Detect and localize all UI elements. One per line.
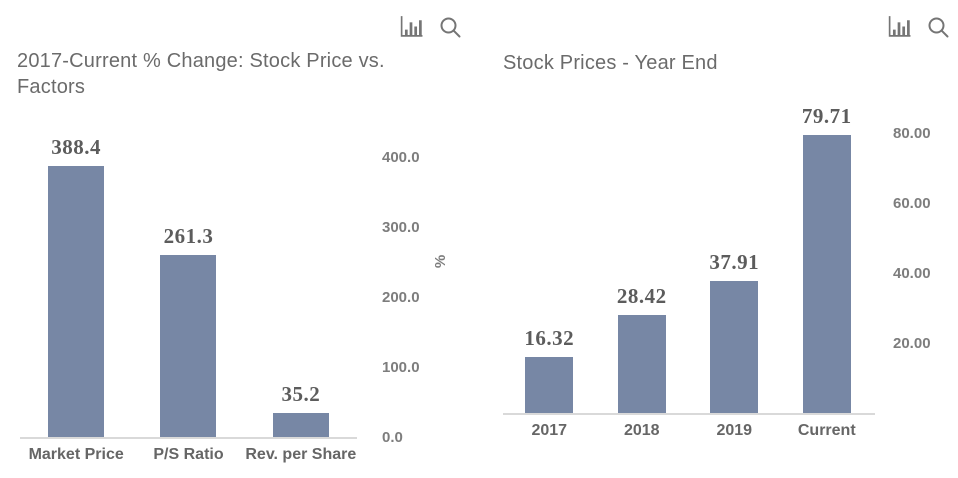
zoom-icon[interactable] bbox=[438, 15, 462, 39]
category-label: 2017 bbox=[531, 422, 568, 439]
y-tick-label: 60.00 bbox=[893, 195, 931, 212]
bar-column: 388.4 bbox=[20, 135, 132, 438]
data-label: 79.71 bbox=[801, 104, 852, 128]
bar-chart-icon[interactable] bbox=[885, 14, 913, 39]
zoom-icon[interactable] bbox=[926, 15, 950, 39]
data-label: 28.42 bbox=[616, 284, 667, 308]
y-tick-label: 100.0 bbox=[382, 359, 420, 376]
y-axis-title: % bbox=[432, 254, 450, 269]
bar-column: 261.3 bbox=[132, 224, 244, 438]
chart-card-stock-prices: Stock Prices - Year End 16.32 28.42 37.9 bbox=[480, 0, 958, 478]
x-axis-line bbox=[503, 413, 875, 415]
y-tick-label: 200.0 bbox=[382, 289, 420, 306]
category-label: Current bbox=[797, 422, 856, 439]
y-tick-label: 400.0 bbox=[382, 149, 420, 166]
bar-current[interactable] bbox=[802, 135, 851, 414]
bar-market-price[interactable] bbox=[48, 166, 105, 438]
plot-area: 388.4 261.3 35.2 Market Price P/S Ratio Rev.… bbox=[0, 0, 470, 478]
bar-column: 28.42 bbox=[596, 284, 689, 414]
data-label: 388.4 bbox=[51, 135, 102, 159]
category-label: Market Price bbox=[28, 446, 124, 463]
value-axis: 0.0 100.0 200.0 300.0 400.0 bbox=[382, 0, 457, 478]
bar-p-s-ratio[interactable] bbox=[160, 255, 217, 438]
category-label: 2019 bbox=[716, 422, 753, 439]
y-tick-label: 0.0 bbox=[382, 429, 403, 446]
category-axis: Market Price P/S Ratio Rev. per Share bbox=[20, 446, 357, 464]
chart-toolbar bbox=[885, 14, 950, 39]
category-label: 2018 bbox=[623, 422, 660, 439]
bars-container: 16.32 28.42 37.91 79.71 bbox=[503, 100, 873, 414]
category-axis: 2017 2018 2019 Current bbox=[503, 422, 873, 440]
bar-column: 16.32 bbox=[503, 326, 596, 414]
category-label: P/S Ratio bbox=[153, 446, 224, 463]
data-label: 37.91 bbox=[709, 250, 760, 274]
bar-2017[interactable] bbox=[525, 357, 574, 414]
data-label: 261.3 bbox=[163, 224, 214, 248]
chart-title: 2017-Current % Change: Stock Price vs. F… bbox=[17, 49, 385, 98]
bar-column: 35.2 bbox=[245, 382, 357, 438]
x-axis-line bbox=[20, 437, 357, 439]
y-tick-label: 300.0 bbox=[382, 219, 420, 236]
bar-2018[interactable] bbox=[617, 315, 666, 414]
y-tick-label: 40.00 bbox=[893, 265, 931, 282]
plot-area: 16.32 28.42 37.91 79.71 2017 2018 2019 Current… bbox=[480, 0, 958, 478]
value-axis: 20.00 40.00 60.00 80.00 bbox=[893, 0, 958, 478]
data-label: 16.32 bbox=[524, 326, 575, 350]
bar-chart-icon[interactable] bbox=[397, 14, 425, 39]
bar-rev-per-share[interactable] bbox=[272, 413, 329, 438]
bars-container: 388.4 261.3 35.2 bbox=[20, 120, 357, 438]
y-tick-label: 20.00 bbox=[893, 335, 931, 352]
bar-2019[interactable] bbox=[710, 281, 759, 414]
y-tick-label: 80.00 bbox=[893, 125, 931, 142]
chart-title: Stock Prices - Year End bbox=[503, 51, 718, 74]
bar-column: 79.71 bbox=[781, 104, 874, 414]
chart-card-pct-change: 2017-Current % Change: Stock Price vs. F… bbox=[0, 0, 470, 478]
chart-toolbar bbox=[397, 14, 462, 39]
category-label: Rev. per Share bbox=[245, 446, 357, 463]
bar-column: 37.91 bbox=[688, 250, 781, 414]
data-label: 35.2 bbox=[281, 382, 321, 406]
